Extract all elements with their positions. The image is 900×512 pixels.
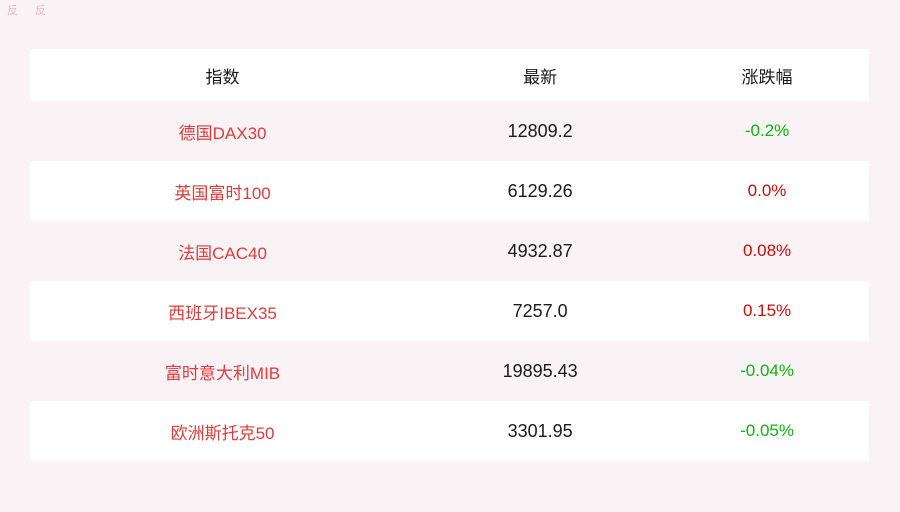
table-row: 西班牙IBEX35 7257.0 0.15% [30, 281, 869, 341]
index-name-cell: 欧洲斯托克50 [170, 423, 275, 443]
latest-value-cell: 4932.87 [507, 240, 573, 261]
index-name-cell: 德国DAX30 [178, 123, 267, 143]
table-row: 法国CAC40 4932.87 0.08% [30, 221, 869, 281]
table-header-row: 指数 最新 涨跌幅 [30, 49, 869, 101]
latest-value-cell: 19895.43 [502, 360, 578, 381]
change-percent-cell: 0.15% [742, 301, 792, 320]
latest-value-cell: 3301.95 [507, 420, 573, 441]
table-row: 英国富时100 6129.26 0.0% [30, 161, 869, 221]
index-table: 指数 最新 涨跌幅 德国DAX30 12809.2 -0.2% 英国富时100 … [30, 49, 869, 461]
index-name-cell: 西班牙IBEX35 [168, 303, 277, 323]
latest-value-cell: 6129.26 [507, 180, 573, 201]
latest-value-cell: 12809.2 [507, 120, 573, 141]
header-cell-change: 涨跌幅 [741, 67, 793, 87]
table-row: 欧洲斯托克50 3301.95 -0.05% [30, 401, 869, 461]
watermark-text: 反 反 [7, 5, 54, 17]
index-name-cell: 法国CAC40 [178, 243, 267, 263]
change-percent-cell: -0.2% [744, 121, 790, 140]
table-row: 德国DAX30 12809.2 -0.2% [30, 101, 869, 161]
change-percent-cell: 0.08% [742, 241, 792, 260]
change-percent-cell: -0.05% [740, 421, 794, 440]
change-percent-cell: 0.0% [747, 181, 787, 200]
header-cell-latest: 最新 [523, 67, 558, 87]
latest-value-cell: 7257.0 [512, 300, 568, 321]
header-cell-index: 指数 [205, 67, 240, 87]
change-percent-cell: -0.04% [740, 361, 794, 380]
index-name-cell: 富时意大利MIB [164, 363, 281, 383]
table-row: 富时意大利MIB 19895.43 -0.04% [30, 341, 869, 401]
index-name-cell: 英国富时100 [174, 183, 271, 203]
